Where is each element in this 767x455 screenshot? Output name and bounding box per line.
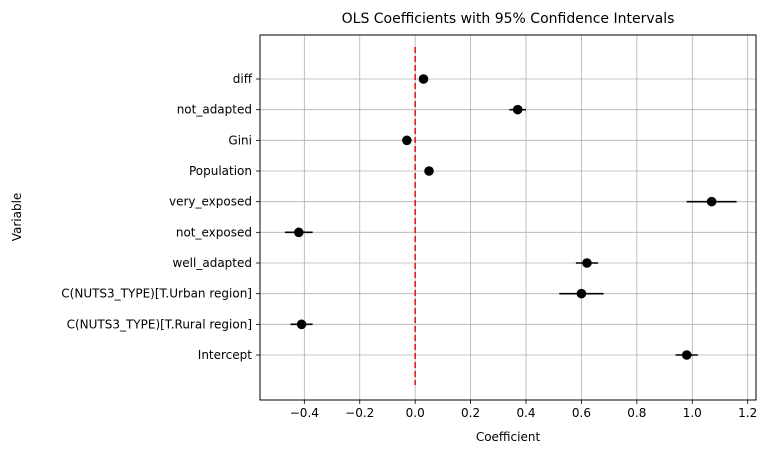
coefficient-point <box>296 319 307 330</box>
coefficient-point <box>706 196 717 207</box>
y-tick-label: well_adapted <box>172 256 252 270</box>
y-tick-label: Gini <box>228 133 252 147</box>
x-tick-label: 1.2 <box>738 406 757 420</box>
coefficient-point <box>681 350 692 360</box>
coefficient-point <box>293 227 304 238</box>
y-tick-label: not_exposed <box>176 225 252 239</box>
coefficient-point <box>582 258 592 268</box>
coefficient-point <box>418 74 429 84</box>
coefficient-point <box>512 104 523 115</box>
chart-title: OLS Coefficients with 95% Confidence Int… <box>342 11 675 27</box>
y-tick-label: C(NUTS3_TYPE)[T.Rural region] <box>67 317 252 331</box>
y-tick-label: Intercept <box>198 348 253 362</box>
plot-frame <box>259 34 757 401</box>
coefficient-point <box>424 166 434 176</box>
x-tick-label: −0.2 <box>345 406 374 420</box>
y-axis-label: Variable <box>10 193 24 242</box>
x-tick-label: 1.0 <box>683 406 702 420</box>
x-tick-label: 0.2 <box>461 406 480 420</box>
coefficient-point <box>402 135 412 146</box>
y-tick-label: very_exposed <box>169 195 252 209</box>
coefficient-point <box>576 288 587 299</box>
x-tick-label: 0.6 <box>572 406 591 420</box>
grid <box>260 35 756 400</box>
y-tick-label: diff <box>233 72 253 86</box>
x-tick-label: −0.4 <box>290 406 319 420</box>
x-tick-label: 0.8 <box>627 406 646 420</box>
x-tick-label: 0.0 <box>406 406 425 420</box>
y-tick-label: Population <box>189 164 252 178</box>
x-tick-label: 0.4 <box>516 406 535 420</box>
axes: −0.4 −0.2 0.0 0.2 0.4 0.6 0.8 1.0 1.2 Intercept C(… <box>61 72 757 420</box>
x-axis-label: Coefficient <box>476 430 541 444</box>
data-points <box>284 74 737 360</box>
y-tick-label: C(NUTS3_TYPE)[T.Urban region] <box>61 287 252 301</box>
y-tick-label: not_adapted <box>177 103 252 117</box>
